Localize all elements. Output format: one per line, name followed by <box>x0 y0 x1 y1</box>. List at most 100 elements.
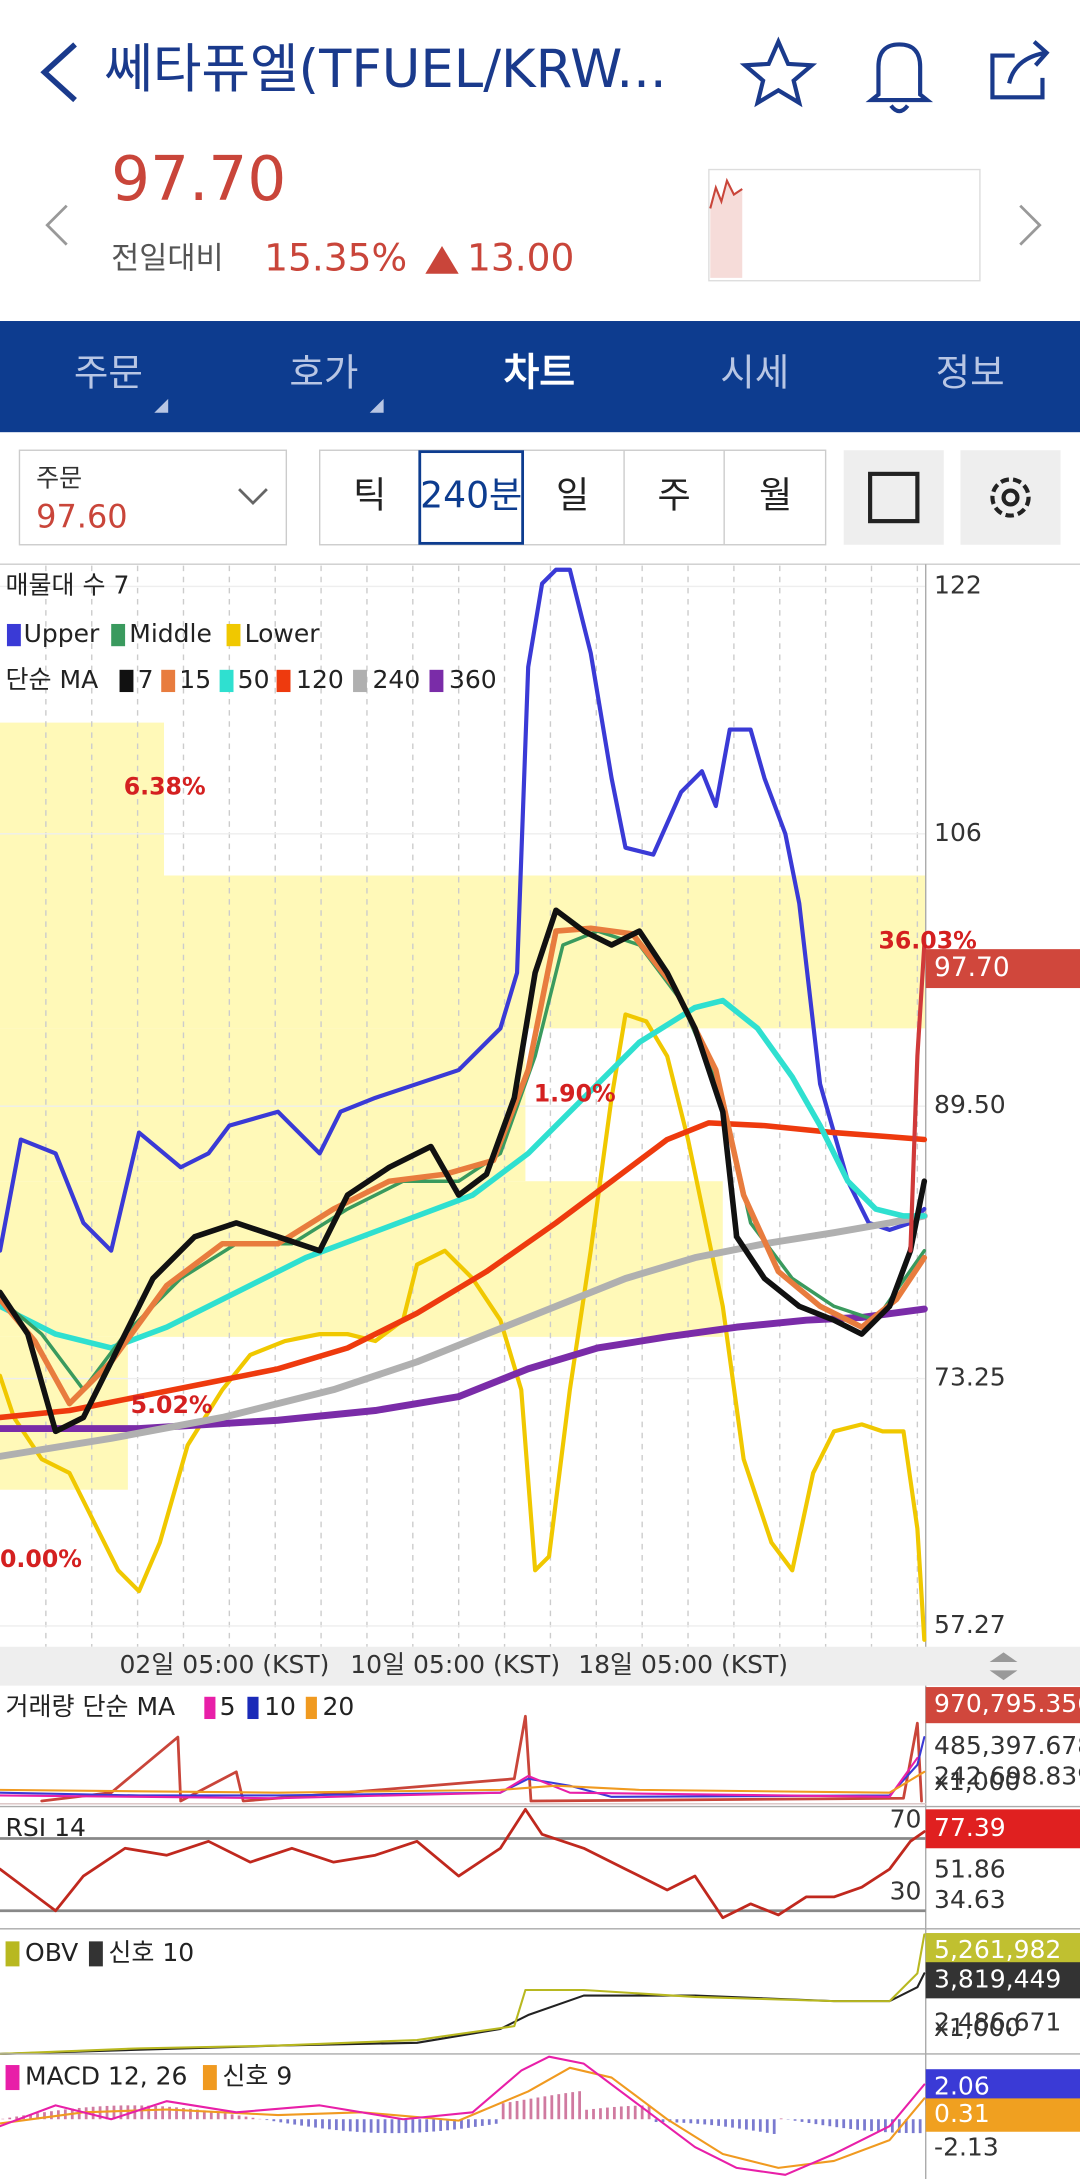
legend-swatch <box>202 2065 217 2091</box>
profile-percent: 1.90% <box>534 1080 616 1108</box>
period-button[interactable]: 틱 <box>353 474 386 517</box>
legend-item: 7 <box>138 665 154 694</box>
obv-axis-label: 2,486,671 <box>934 2007 1061 2036</box>
rsi-value: 77.39 <box>934 1813 1006 1842</box>
macd-axis-label: -2.13 <box>934 2132 999 2161</box>
profile-percent: 5.02% <box>131 1391 213 1419</box>
price-axis-label: 122 <box>934 570 982 599</box>
resize-handle[interactable] <box>989 1652 1018 1681</box>
order-box[interactable] <box>18 449 288 546</box>
price-axis-label: 57.27 <box>934 1610 1006 1639</box>
bollinger-legend: Upper Middle Lower <box>6 619 321 648</box>
period-button[interactable]: 240분 <box>420 474 522 517</box>
change-label: 전일대비 <box>111 241 223 276</box>
rsi-level: 30 <box>890 1877 922 1906</box>
rsi-axis-label: 34.63 <box>934 1885 1006 1914</box>
alarm-icon[interactable] <box>865 42 934 114</box>
legend-item: 5 <box>220 1692 236 1721</box>
current-price: 97.70 <box>934 952 1010 983</box>
legend-item: Middle <box>129 619 212 648</box>
obv-signal-label: 신호 10 <box>108 1938 194 1967</box>
legend-swatch <box>5 2065 20 2091</box>
obv-value: 5,261,982 <box>934 1935 1061 1964</box>
price-axis-label: 89.50 <box>934 1090 1006 1119</box>
value-box <box>925 1687 1080 1724</box>
period-button[interactable]: 주 <box>658 474 691 517</box>
obv-line <box>0 1933 926 2055</box>
period-group <box>318 449 827 546</box>
profile-percents: 6.38% 36.03% 1.90% 5.02% 0.00% <box>0 772 977 1573</box>
rsi-line <box>0 1807 926 1920</box>
price-axis-label: 106 <box>934 818 982 847</box>
legend-item: Lower <box>245 619 321 648</box>
tab[interactable]: 호가 <box>289 351 358 395</box>
value-box <box>925 1809 1080 1849</box>
macd-value: 2.06 <box>934 2071 990 2100</box>
macd-line <box>0 2055 926 2176</box>
legend-item: 단순 MA <box>6 665 99 694</box>
legend-item: 240 <box>373 665 421 694</box>
change-amount: 13.00 <box>467 235 574 279</box>
tab-active[interactable]: 차트 <box>504 351 576 396</box>
tab-bar <box>0 321 1080 433</box>
mini-chart <box>708 168 981 282</box>
volume-lines <box>0 1714 927 1805</box>
ma-legend: 단순 MA 7 15 50 120 240 360 <box>6 665 497 694</box>
volume-value: 970,795.356 <box>934 1689 1080 1718</box>
share-icon[interactable] <box>990 40 1050 100</box>
macd-signal-line <box>0 2066 926 2169</box>
settings-icon <box>990 477 1031 518</box>
period-selected <box>418 450 525 545</box>
back-button[interactable] <box>40 42 77 103</box>
change-percent: 15.35% <box>264 235 407 279</box>
rsi-axis-label: 51.86 <box>934 1854 1006 1883</box>
price: 97.70 <box>111 144 286 215</box>
prev-button[interactable] <box>45 204 68 246</box>
legend-item: 10 <box>264 1692 296 1721</box>
order-price: 97.60 <box>36 497 127 535</box>
settings-button[interactable] <box>960 450 1061 545</box>
legend-swatch <box>88 1941 103 1967</box>
time-axis-bar <box>0 1646 1080 1686</box>
legend-swatch <box>305 1696 317 1720</box>
time-label: 18일 05:00 (KST) <box>578 1650 788 1679</box>
period-button[interactable]: 월 <box>759 474 792 517</box>
up-triangle <box>425 245 459 274</box>
next-button[interactable] <box>1019 204 1042 246</box>
tab-indicator <box>154 398 169 413</box>
price-axis-label: 73.25 <box>934 1363 1006 1392</box>
value-box <box>925 2098 1080 2132</box>
favorite-icon[interactable] <box>739 36 818 108</box>
macd-signal-value: 0.31 <box>934 2099 990 2128</box>
legend-item: 120 <box>296 665 344 694</box>
layout-button[interactable] <box>843 450 944 545</box>
legend-item: 360 <box>449 665 497 694</box>
legend-item: 50 <box>238 665 270 694</box>
tab[interactable]: 시세 <box>720 351 789 395</box>
rsi-level: 70 <box>890 1804 922 1833</box>
macd-signal-label: 신호 9 <box>222 2062 292 2091</box>
obv-signal-value: 3,819,449 <box>934 1964 1061 1993</box>
legend-item: 20 <box>322 1692 354 1721</box>
tab[interactable]: 정보 <box>936 351 1005 395</box>
profile-label: 매물대 수 7 <box>6 570 130 599</box>
legend-item: 15 <box>179 665 211 694</box>
macd-label: MACD 12, 26 <box>25 2062 187 2091</box>
current-price-box <box>925 949 1080 989</box>
obv-label: OBV <box>25 1938 78 1967</box>
title: 쎄타퓨엘(TFUEL/KRW... <box>104 39 666 100</box>
tab[interactable]: 주문 <box>74 351 143 395</box>
profile-percent: 0.00% <box>0 1545 82 1573</box>
value-box <box>925 1962 1080 1999</box>
period-button[interactable]: 일 <box>556 474 589 517</box>
layout-icon <box>868 471 920 524</box>
legend-item: Upper <box>24 619 100 648</box>
profile-percent: 6.38% <box>124 772 206 800</box>
dropdown-icon <box>238 488 268 506</box>
volume-axis-label: 242,698.839 <box>934 1761 1080 1790</box>
volume-label: 거래량 단순 MA <box>6 1692 176 1721</box>
legend-swatch <box>204 1696 216 1720</box>
legend-swatch <box>247 1696 259 1720</box>
